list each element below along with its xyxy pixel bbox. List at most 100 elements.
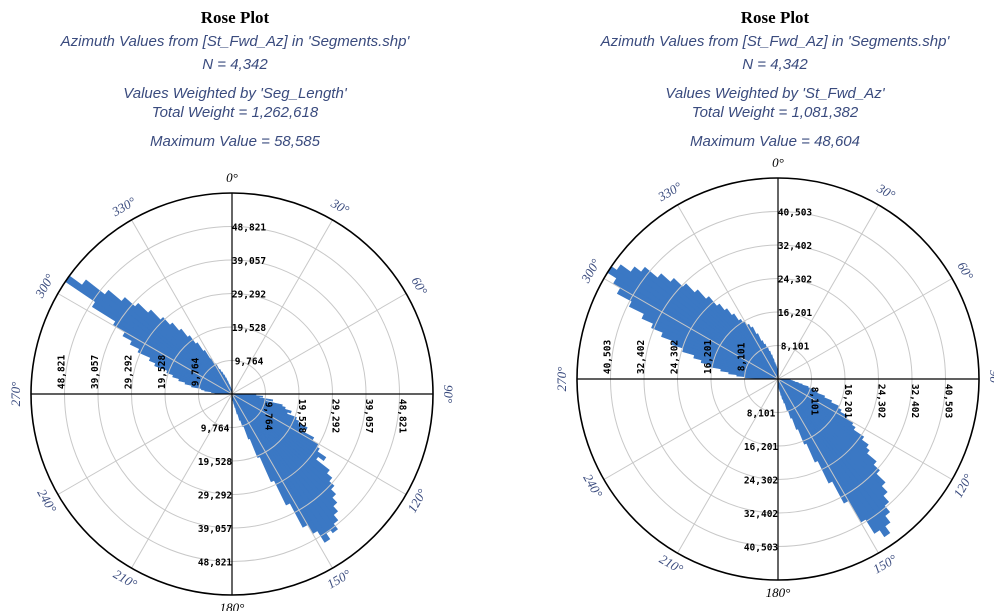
ring-label: 9,764 xyxy=(201,423,230,434)
rose-petal xyxy=(750,326,779,380)
angle-label: 0° xyxy=(226,170,238,185)
ring-label: 40,503 xyxy=(603,340,614,375)
ring-label: 40,503 xyxy=(943,384,954,419)
grid-spoke xyxy=(57,293,233,395)
rose-petal xyxy=(104,289,233,395)
rose-petal xyxy=(630,266,779,380)
ring-label: 39,057 xyxy=(232,256,266,267)
rose-petal xyxy=(231,393,261,459)
grid-spoke xyxy=(677,204,779,380)
rose-petal xyxy=(777,378,890,507)
rose-petal xyxy=(777,378,833,484)
ring-label: 40,503 xyxy=(778,208,813,219)
ring-label: 16,201 xyxy=(744,442,779,453)
rose-petal xyxy=(777,378,881,534)
ring-label: 39,057 xyxy=(363,399,374,433)
angle-label: 330° xyxy=(654,179,684,205)
ring-label: 32,402 xyxy=(778,241,812,252)
rose-petal xyxy=(716,303,779,380)
rose-petal xyxy=(231,393,251,440)
rose-petal xyxy=(777,378,819,463)
rose-petal xyxy=(147,309,233,395)
rose-petal xyxy=(731,313,779,380)
ring-label: 8,101 xyxy=(781,341,810,352)
ring-label: 29,292 xyxy=(198,490,232,501)
rose-chart-left: 9,764 9,764 9,764 9,764 19,528 19,528 19,528 19… xyxy=(8,170,456,611)
rose-petal xyxy=(640,266,779,380)
rose-petal xyxy=(231,393,331,543)
chart-title: Rose Plot xyxy=(740,8,810,27)
rose-petal xyxy=(777,378,799,430)
chart-subtitle: Azimuth Values from [St_Fwd_Az] in 'Segm… xyxy=(60,33,410,50)
grid-spoke xyxy=(57,393,233,495)
angle-label: 0° xyxy=(772,155,784,170)
rose-petal xyxy=(777,378,891,517)
max-value-label: Maximum Value = 58,585 xyxy=(150,133,320,150)
ring-label: 16,201 xyxy=(703,340,714,375)
grid-spoke xyxy=(231,393,407,495)
rose-petal xyxy=(121,297,233,395)
angle-label: 180° xyxy=(766,585,791,600)
ring-label: 24,302 xyxy=(670,340,681,374)
ring-label: 9,764 xyxy=(263,402,274,431)
rose-plot-right: Rose Plot Azimuth Values from [St_Fwd_Az… xyxy=(497,0,994,611)
rose-petal xyxy=(231,393,339,534)
rose-petal xyxy=(607,266,779,380)
grid-spoke xyxy=(777,278,953,380)
total-weight-label: Total Weight = 1,262,618 xyxy=(151,104,319,121)
rose-petal xyxy=(694,289,779,380)
ring-label: 29,292 xyxy=(232,290,266,301)
rose-petal xyxy=(202,349,233,395)
grid-spoke xyxy=(231,219,333,395)
ring-label: 19,528 xyxy=(232,323,267,334)
angle-label: 60° xyxy=(408,274,430,297)
ring-label: 8,101 xyxy=(737,342,748,371)
angle-label: 180° xyxy=(220,600,245,611)
rose-petal xyxy=(777,378,793,419)
ring-label: 16,201 xyxy=(842,384,853,419)
chart-title: Rose Plot xyxy=(200,8,270,27)
rose-petal xyxy=(616,264,779,380)
ring-label: 24,302 xyxy=(876,384,887,418)
weight-label: Values Weighted by 'Seg_Length' xyxy=(123,85,347,102)
n-count-label: N = 4,342 xyxy=(202,56,268,73)
grid-spoke xyxy=(777,378,953,480)
ring-label: 29,292 xyxy=(330,399,341,433)
ring-label: 29,292 xyxy=(124,355,135,389)
angle-label: 30° xyxy=(328,195,352,218)
angle-label: 90° xyxy=(987,370,994,388)
rose-petal xyxy=(777,378,891,538)
outer-ring xyxy=(576,177,980,581)
grid-spoke xyxy=(131,393,233,569)
ring-label: 24,302 xyxy=(778,275,812,286)
grid-spoke xyxy=(603,378,779,480)
angle-label: 30° xyxy=(874,180,898,203)
ring-label: 8,101 xyxy=(747,409,776,420)
n-count-label: N = 4,342 xyxy=(742,56,808,73)
rose-petal xyxy=(231,393,291,506)
ring-label: 40,503 xyxy=(744,542,779,553)
rose-petal xyxy=(81,279,233,395)
rose-petal xyxy=(777,378,807,445)
ring-label: 19,528 xyxy=(157,355,168,390)
max-value-label: Maximum Value = 48,604 xyxy=(690,133,860,150)
ring-label: 32,402 xyxy=(636,340,647,374)
chart-subtitle: Azimuth Values from [St_Fwd_Az] in 'Segm… xyxy=(600,33,950,50)
rose-petal xyxy=(231,393,327,461)
ring-label: 19,528 xyxy=(296,399,307,434)
rose-petal xyxy=(670,278,779,380)
rose-petal xyxy=(760,340,779,380)
rose-petal xyxy=(705,296,779,380)
angle-label: 90° xyxy=(441,385,456,403)
grid-spoke xyxy=(231,393,333,569)
ring-label: 48,821 xyxy=(232,222,267,233)
ring-label: 48,821 xyxy=(198,558,233,569)
rose-petal xyxy=(657,273,779,380)
total-weight-label: Total Weight = 1,081,382 xyxy=(691,104,859,121)
grid-spoke xyxy=(603,278,779,380)
angle-label: 300° xyxy=(577,256,603,286)
angle-label: 330° xyxy=(108,194,138,220)
rose-petal xyxy=(169,322,233,395)
ring-label: 48,821 xyxy=(397,399,408,434)
rose-petal xyxy=(231,393,275,483)
